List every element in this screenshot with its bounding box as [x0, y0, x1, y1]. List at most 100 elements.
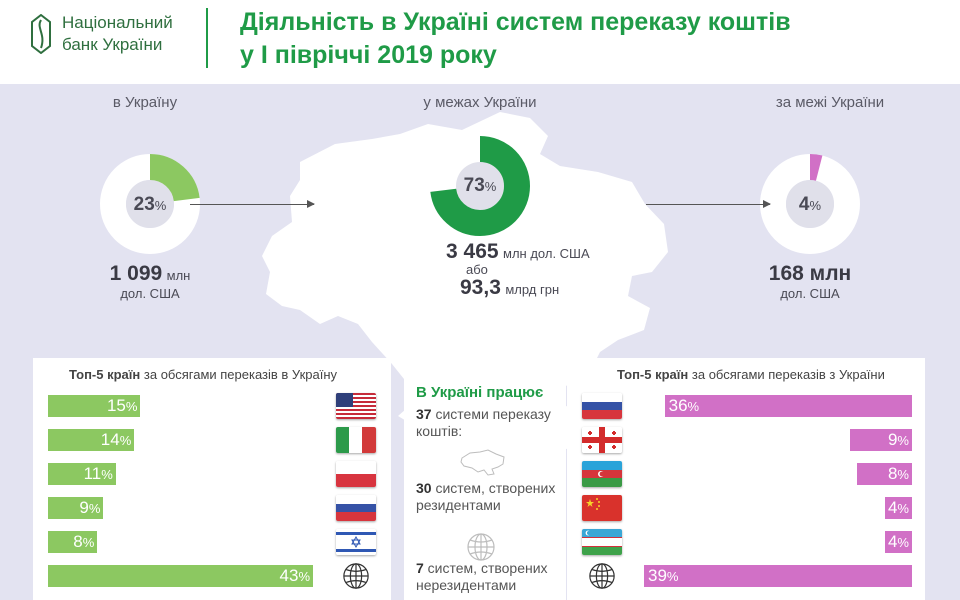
- bar-value-label: 39%: [648, 565, 678, 587]
- flag-poland-icon: [336, 461, 376, 487]
- flag-russia-icon: [336, 495, 376, 521]
- bar-узбекистан: 4%: [884, 531, 912, 553]
- bar-percent-sign: %: [687, 399, 700, 414]
- nonresidents-num: 7: [416, 560, 424, 576]
- label-within-ukraine: у межах України: [423, 94, 537, 111]
- flag-azerbaijan-icon: [582, 461, 622, 487]
- bank-name: Національний банк України: [62, 12, 173, 56]
- center-panel: В Україні працює 37 системи переказу кош…: [404, 354, 566, 600]
- panel-out-title: Топ-5 країн за обсягами переказів з Укра…: [617, 367, 885, 382]
- amount-out-of-ukraine: 168 млн дол. США: [750, 262, 870, 301]
- residents-text2: резидентами: [416, 497, 501, 513]
- amount-into-ukraine: 1 099 млн дол. США: [80, 262, 220, 301]
- header: Національний банк України Діяльність в У…: [0, 0, 960, 84]
- systems-residents: 30 систем, створених резидентами: [416, 480, 555, 514]
- flag-china-icon: [582, 495, 622, 521]
- globe-icon: [342, 562, 370, 590]
- pct-into-sign: %: [154, 198, 167, 213]
- bar-value-label: 11%: [84, 463, 113, 485]
- header-divider: [206, 8, 208, 68]
- amount-within-unit: млн дол. США: [503, 246, 590, 261]
- donut-within-ukraine: [430, 136, 530, 236]
- globe-icon: [588, 562, 616, 590]
- bar-value-label: 36%: [669, 395, 699, 417]
- flag-georgia-icon: [582, 427, 622, 453]
- arrow-into-map: [190, 200, 315, 208]
- amount-within-or: або: [466, 262, 488, 277]
- pct-into-value: 23: [133, 194, 155, 215]
- bar-росія: 9%: [48, 497, 104, 519]
- amount-into-unit2: дол. США: [120, 286, 180, 301]
- title-line1: Діяльність в Україні систем переказу кош…: [240, 8, 791, 36]
- bar-percent-sign: %: [125, 399, 138, 414]
- bar-value: 9: [887, 430, 898, 449]
- bar-value: 43: [279, 566, 299, 585]
- bar-азербайджан: 8%: [857, 463, 912, 485]
- bar-грузія: 9%: [850, 429, 912, 451]
- pct-within-ukraine: 73%: [450, 175, 510, 197]
- arrow-out-of-map: [646, 200, 771, 208]
- panel-out-title-rest: за обсягами переказів з України: [688, 367, 885, 382]
- globe-icon: [467, 533, 495, 561]
- bar-percent-sign: %: [119, 433, 132, 448]
- bar-value-label: 14%: [101, 429, 131, 451]
- bar-percent-sign: %: [897, 433, 909, 448]
- bar-value-label: 8%: [888, 463, 909, 485]
- panel-into-title-rest: за обсягами переказів в Україну: [140, 367, 338, 382]
- bank-name-line1: Національний: [62, 13, 173, 32]
- amount-out-value: 168 млн: [768, 262, 852, 285]
- bar-value: 11: [83, 464, 102, 483]
- bar-value: 4: [887, 498, 898, 517]
- bar-value-label: 4%: [888, 531, 909, 553]
- pct-within-sign: %: [484, 179, 497, 194]
- label-out-of-ukraine: за межі України: [775, 94, 885, 111]
- bar-percent-sign: %: [897, 501, 909, 516]
- amount-within-value2: 93,3: [460, 276, 501, 299]
- residents-num: 30: [416, 480, 432, 496]
- systems-total-num: 37: [416, 406, 432, 422]
- bar-percent-sign: %: [897, 467, 909, 482]
- bank-name-line2: банк України: [62, 35, 163, 54]
- bar-percent-sign: %: [666, 569, 679, 584]
- bar-value: 8: [887, 464, 898, 483]
- page-title: Діяльність в Україні систем переказу кош…: [240, 6, 791, 72]
- bar-percent-sign: %: [298, 569, 310, 584]
- amount-into-value: 1 099: [109, 262, 163, 285]
- bar-польща: 11%: [48, 463, 116, 485]
- donut-hole: [126, 180, 174, 228]
- bar-value: 9: [79, 498, 89, 517]
- pct-out-of-ukraine: 4%: [780, 194, 840, 216]
- bar-інші: 39%: [644, 565, 912, 587]
- nonresidents-text2: нерезидентами: [416, 577, 517, 593]
- amount-within-unit2: млрд грн: [505, 282, 560, 297]
- donut-hole: [786, 180, 834, 228]
- systems-total-text2: коштів:: [416, 423, 463, 439]
- donut-segment: [760, 154, 860, 254]
- pct-into-ukraine: 23%: [120, 194, 180, 216]
- residents-text1: систем, створених: [431, 480, 556, 496]
- amount-out-unit: дол. США: [780, 286, 840, 301]
- panel-out-title-bold: Топ-5 країн: [617, 367, 689, 382]
- bar-value-label: 43%: [280, 565, 310, 587]
- systems-nonresidents: 7 систем, створених нерезидентами: [416, 560, 548, 594]
- bar-percent-sign: %: [82, 535, 95, 550]
- donut-out-of-ukraine: [760, 154, 860, 254]
- panel-into-title: Топ-5 країн за обсягами переказів в Укра…: [69, 367, 337, 382]
- ukraine-map: [262, 112, 668, 484]
- bar-value: 14: [100, 430, 120, 449]
- label-into-ukraine: в Україну: [112, 94, 178, 111]
- flag-italy-icon: [336, 427, 376, 453]
- systems-total: 37 системи переказу коштів:: [416, 406, 551, 440]
- amount-within-value: 3 465: [446, 240, 499, 263]
- bar-італія: 14%: [48, 429, 135, 451]
- flag-russia-icon: [582, 393, 622, 419]
- center-title: В Україні працює: [416, 384, 544, 401]
- pct-out-value: 4: [798, 194, 810, 215]
- bar-ізраїль: 8%: [48, 531, 98, 553]
- flag-usa-icon: [336, 393, 376, 419]
- bar-value-label: 9%: [888, 429, 909, 451]
- donut-into-ukraine: [100, 154, 200, 254]
- pct-within-value: 73: [463, 175, 485, 196]
- flag-israel-icon: [336, 529, 376, 555]
